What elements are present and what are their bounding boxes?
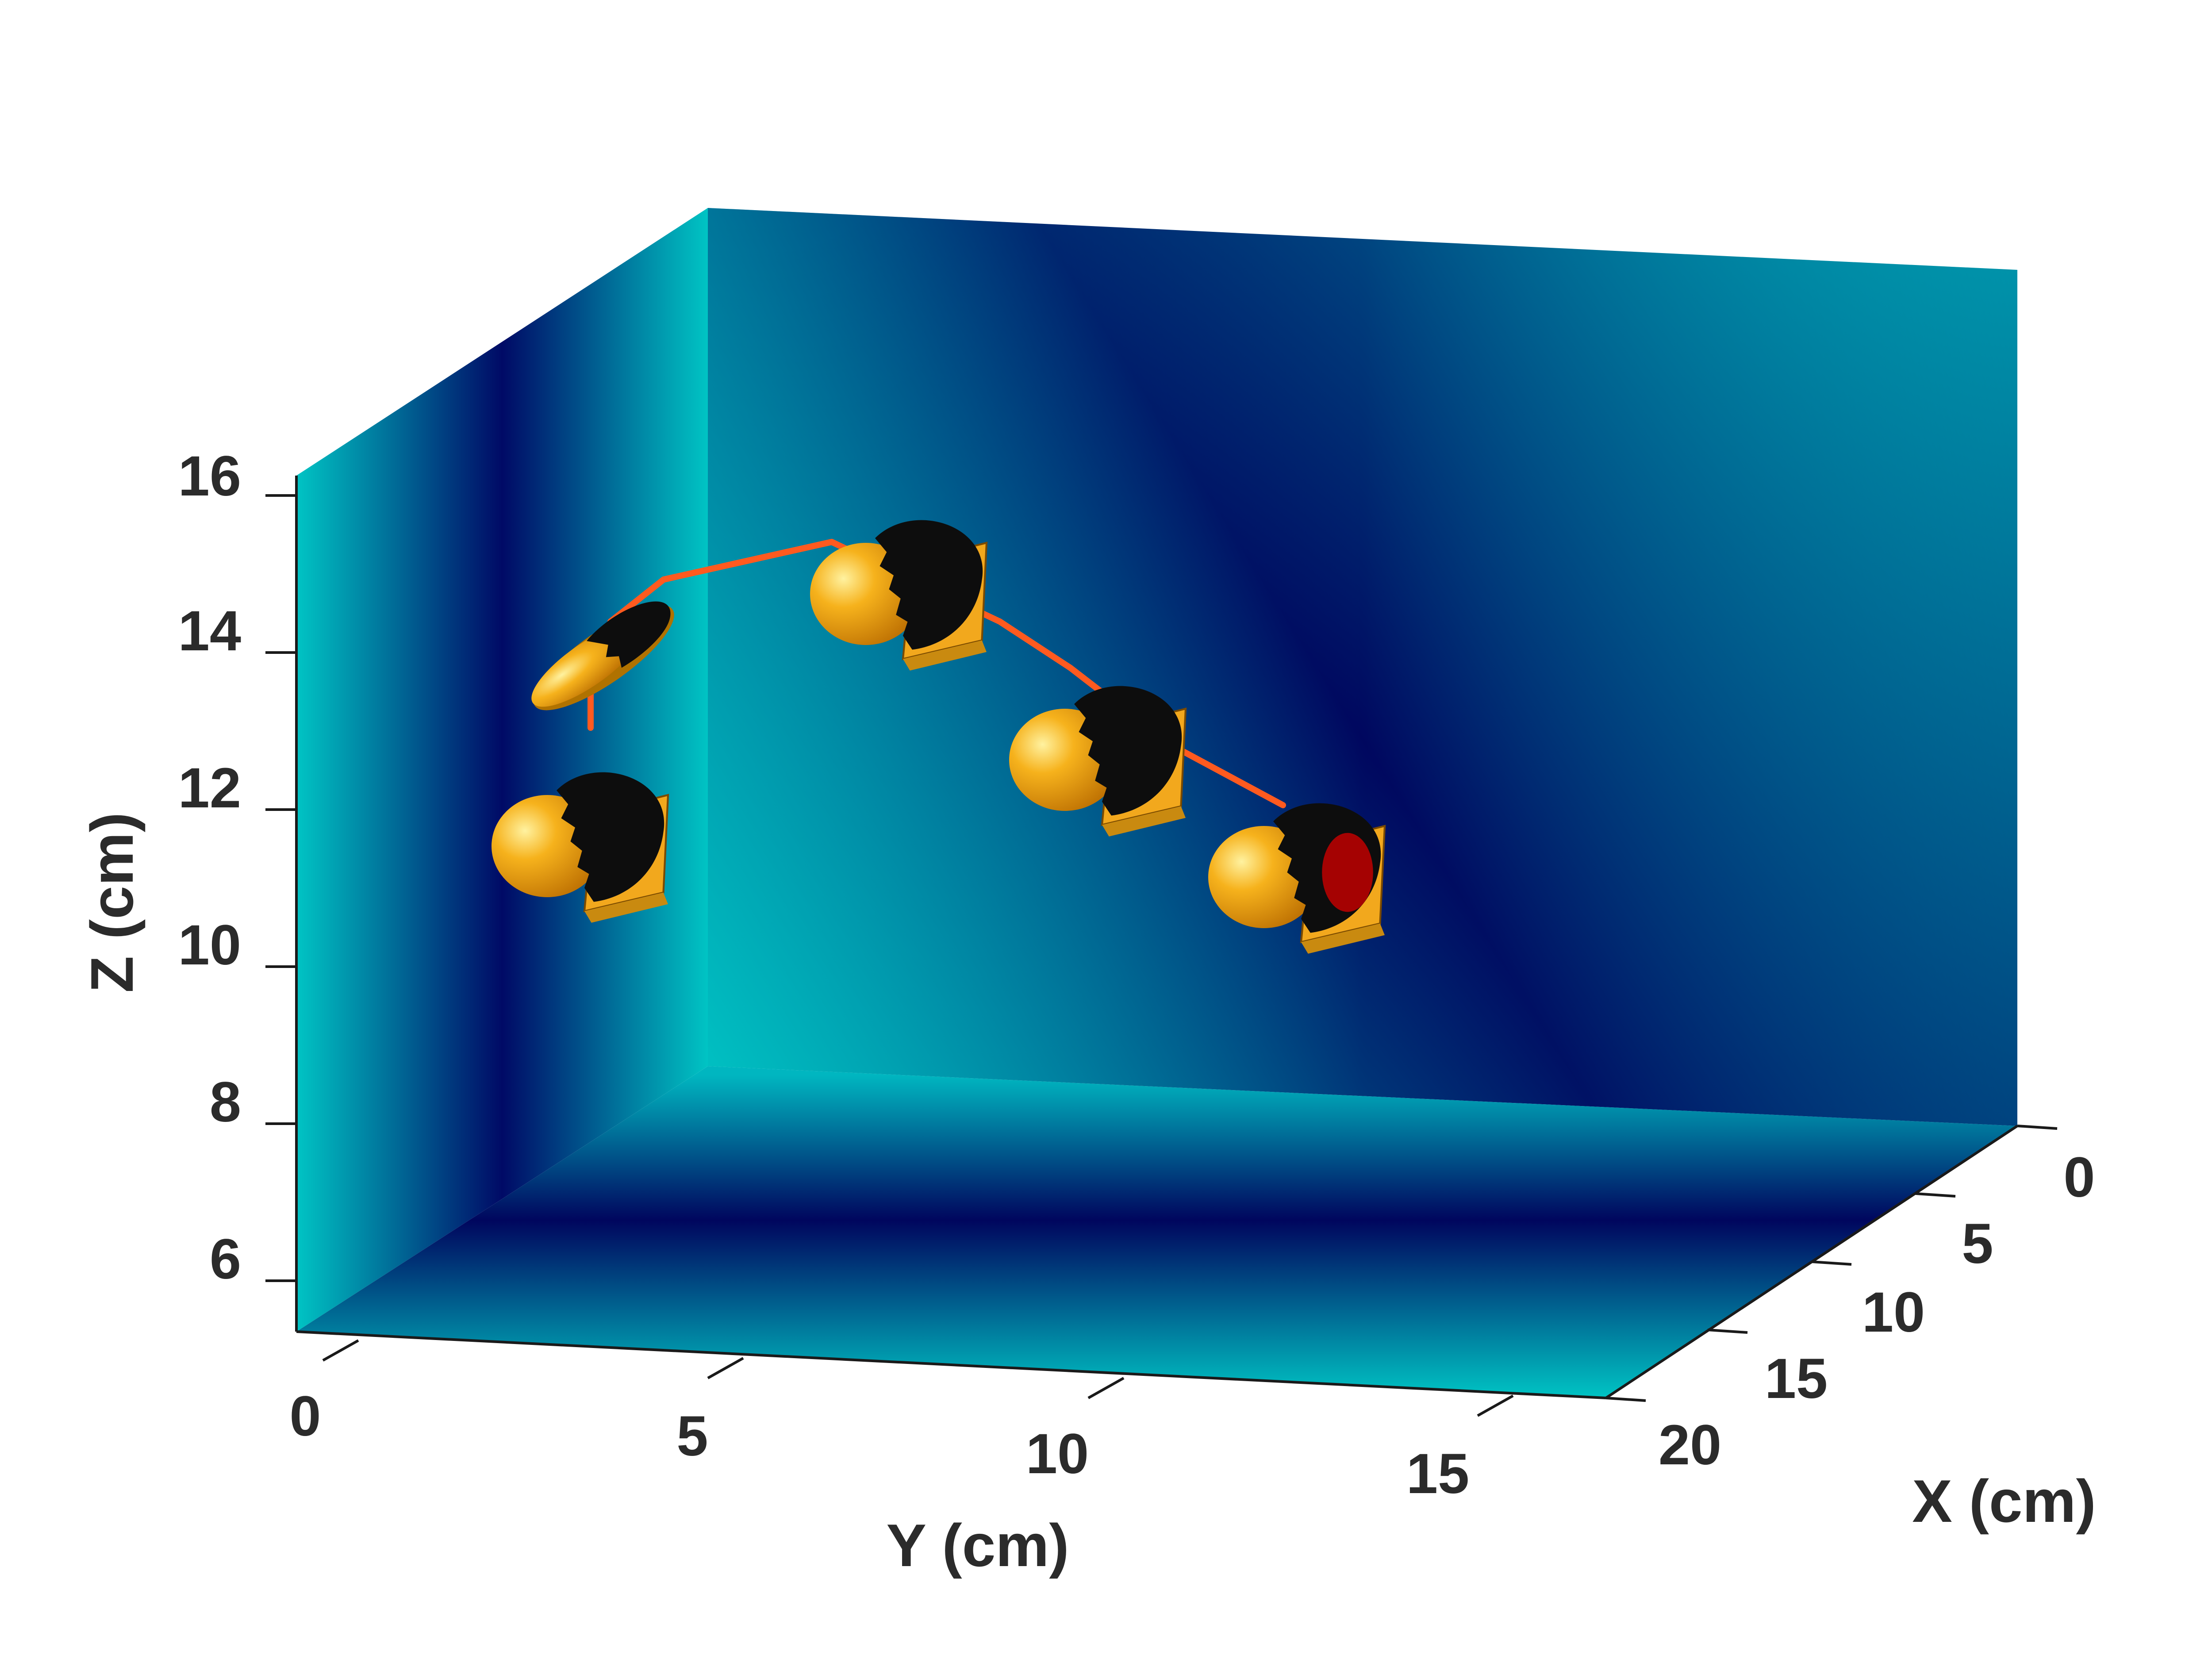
- axis-ticks: [265, 494, 2058, 1417]
- capsule-object: [1208, 803, 1386, 954]
- capsule-face: [557, 772, 664, 902]
- y-tick-label: 15: [1406, 1442, 1469, 1505]
- y-axis-title: Y (cm): [886, 1512, 1069, 1579]
- capsule-object: [1009, 686, 1187, 837]
- z-tick-label: 8: [210, 1071, 241, 1134]
- capsule-object: [810, 520, 988, 671]
- z-tick-label: 12: [178, 757, 241, 820]
- z-tick-labels: 6 8 10 12 14 16: [178, 445, 241, 1291]
- y-tick: [1477, 1394, 1514, 1417]
- target-marker: [1322, 833, 1373, 912]
- x-tick-label: 10: [1862, 1281, 1925, 1344]
- capsule-object: [492, 772, 669, 923]
- capsule-face: [875, 520, 983, 650]
- capsule-base-edge: [1301, 923, 1385, 954]
- z-axis-title: Z (cm): [78, 812, 146, 993]
- capsule-object: [531, 601, 674, 710]
- z-tick-label: 6: [210, 1228, 241, 1291]
- y-tick-labels: 0 5 10 15: [289, 1385, 1469, 1505]
- x-tick-label: 15: [1765, 1347, 1828, 1410]
- side-wall: [296, 208, 708, 1332]
- plot-area: [492, 520, 1386, 954]
- x-tick: [1707, 1329, 1748, 1334]
- capsule-base-edge: [903, 640, 987, 671]
- capsule-base-edge: [584, 892, 668, 923]
- z-tick-label: 16: [178, 445, 241, 508]
- x-tick: [1605, 1397, 1646, 1402]
- floor-pane: [296, 1066, 2017, 1398]
- z-tick-label: 14: [178, 599, 241, 663]
- y-tick: [322, 1339, 359, 1362]
- y-tick-label: 0: [289, 1385, 321, 1448]
- y-axis-line: [296, 1330, 1606, 1399]
- y-tick-label: 10: [1026, 1422, 1089, 1486]
- x-tick-labels: 0 5 10 15 20: [1659, 1146, 2095, 1477]
- x-tick-label: 0: [2063, 1146, 2095, 1209]
- x-tick: [1811, 1260, 1852, 1266]
- x-tick-label: 20: [1659, 1413, 1721, 1477]
- x-tick: [2017, 1125, 2058, 1130]
- capsule-base-edge: [1102, 806, 1186, 837]
- x-tick: [1915, 1192, 1956, 1198]
- back-wall-shade: [708, 208, 2017, 1126]
- z-tick-label: 10: [178, 914, 241, 977]
- y-tick: [707, 1357, 744, 1379]
- x-tick-label: 5: [1962, 1212, 1993, 1275]
- y-tick-label: 5: [676, 1405, 708, 1468]
- x-axis-title: X (cm): [1912, 1467, 2096, 1535]
- capsule-face: [586, 601, 671, 668]
- capsule-face: [1074, 686, 1182, 816]
- y-tick: [1087, 1377, 1125, 1399]
